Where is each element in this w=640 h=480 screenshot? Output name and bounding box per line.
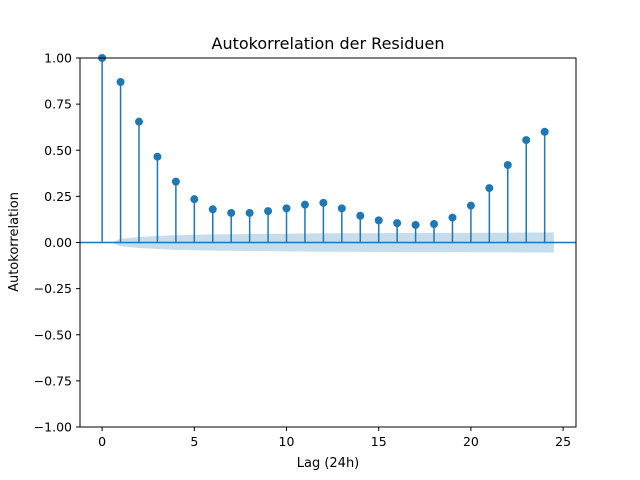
- y-tick-label-4: 0.00: [44, 235, 72, 250]
- acf-point-3: [153, 152, 162, 161]
- acf-point-17: [411, 220, 420, 229]
- y-tick-label-7: 0.75: [44, 97, 72, 112]
- acf-point-1: [116, 77, 125, 86]
- y-axis-label: Autokorrelation: [7, 192, 22, 292]
- acf-point-20: [466, 201, 475, 210]
- x-tick-label-25: 25: [555, 434, 571, 449]
- y-tick-label-8: 1.00: [44, 51, 72, 66]
- y-tick-label-5: 0.25: [44, 189, 72, 204]
- acf-point-2: [135, 117, 144, 126]
- y-axis-ticks: −1.00 −0.75 −0.50 −0.25 0.00 0.25 0.50 0.75 1.00: [34, 51, 80, 435]
- y-tick-label-1: −0.75: [34, 373, 72, 388]
- acf-point-7: [227, 208, 236, 217]
- axes-frame: [79, 57, 577, 428]
- acf-point-4: [171, 177, 180, 186]
- acf-point-8: [245, 208, 254, 217]
- x-axis-label: Lag (24h): [297, 456, 360, 471]
- acf-point-9: [264, 207, 273, 216]
- acf-point-18: [430, 220, 439, 229]
- y-tick-label-2: −0.50: [34, 327, 72, 342]
- x-tick-label-20: 20: [463, 434, 479, 449]
- acf-point-14: [356, 211, 365, 220]
- acf-point-5: [190, 195, 199, 204]
- acf-point-11: [300, 200, 309, 209]
- acf-point-10: [282, 204, 291, 213]
- plot-area: [80, 54, 576, 253]
- acf-point-16: [393, 219, 402, 228]
- acf-point-23: [522, 136, 531, 145]
- y-tick-label-6: 0.50: [44, 143, 72, 158]
- acf-point-6: [208, 205, 217, 214]
- x-tick-label-10: 10: [279, 434, 295, 449]
- y-tick-label-3: −0.25: [34, 281, 72, 296]
- x-tick-label-5: 5: [190, 434, 198, 449]
- acf-point-13: [337, 204, 346, 213]
- x-axis-ticks: 0 5 10 15 20 25: [98, 427, 571, 449]
- x-tick-label-15: 15: [371, 434, 387, 449]
- acf-point-15: [374, 216, 383, 225]
- acf-point-24: [540, 127, 549, 136]
- chart-title: Autokorrelation der Residuen: [212, 34, 445, 53]
- acf-point-12: [319, 198, 328, 207]
- acf-point-21: [485, 184, 494, 193]
- acf-point-19: [448, 213, 457, 222]
- y-tick-label-0: −1.00: [34, 420, 72, 435]
- acf-point-22: [503, 161, 512, 170]
- x-tick-label-0: 0: [98, 434, 106, 449]
